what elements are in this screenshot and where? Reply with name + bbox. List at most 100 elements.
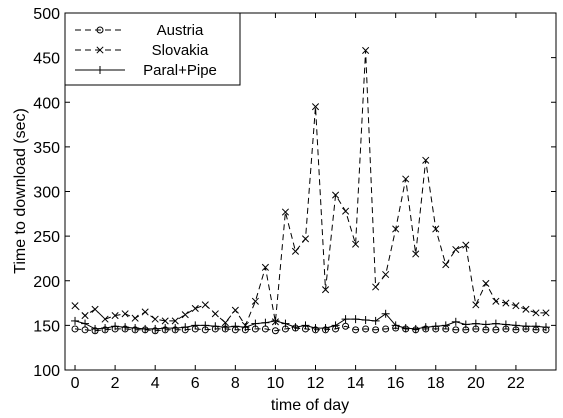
series-slovakia-point [402,175,410,183]
series-paral-pipe-point [101,324,110,333]
series-slovakia-point [462,241,470,249]
series-austria-point [271,327,279,335]
series-paral-pipe-point [321,324,330,333]
series-paral-pipe-point [241,323,250,332]
series-slovakia-point [131,314,139,322]
x-tick-label: 16 [387,375,405,392]
series-slovakia-point [101,315,109,323]
series-slovakia-point [191,304,199,312]
series-paral-pipe-point [281,319,290,328]
series-austria-line [74,325,546,332]
series-paral-pipe-point [511,321,520,330]
legend-label: Austria [157,22,204,39]
series-paral-pipe-point [381,309,390,318]
series-slovakia-point [512,302,520,310]
series-layer [71,46,550,335]
y-tick-label: 350 [33,140,60,157]
y-tick-label: 500 [33,6,60,23]
series-paral-pipe-point [491,319,500,328]
series-paral-pipe-point [471,319,480,328]
x-tick-label: 8 [231,375,240,392]
series-slovakia-point [291,247,300,255]
x-tick-label: 4 [151,375,160,392]
series-paral-pipe-point [211,322,220,331]
series-slovakia-point [161,317,169,325]
series-paral-pipe-point [91,324,100,333]
series-slovakia-point [301,235,310,243]
series-slovakia-point [542,309,550,317]
series-slovakia-point [331,191,340,199]
series-austria-point [372,326,380,334]
series-austria-point [362,325,370,333]
series-paral-pipe-point [371,316,380,325]
y-tick-label: 450 [33,51,60,68]
series-paral-pipe-point [401,324,410,333]
legend-marker [96,66,104,74]
series-slovakia-point [502,299,510,307]
series-paral-pipe-point [151,324,160,333]
series-paral-pipe-point [521,322,530,331]
series-paral-pipe-point [221,323,230,332]
series-slovakia-point [281,208,290,216]
series-slovakia-point [412,250,420,258]
series-paral-pipe-point [501,320,510,329]
series-paral-pipe-point [351,315,360,324]
series-slovakia-point [311,103,320,111]
series-paral-pipe-point [81,319,90,328]
x-axis-ticks: 0 2 4 6 8 10 12 14 16 18 20 22 [71,13,525,392]
series-paral-pipe-point [331,321,340,330]
series-austria-point [382,325,390,333]
series-slovakia-point [452,245,460,254]
series-paral-pipe-point [71,316,80,325]
series-austria-point [342,322,350,330]
series-slovakia-point [532,309,540,317]
series-paral-pipe-point [391,321,400,330]
legend-item-austria: Austria [75,22,204,39]
legend-box [64,12,241,86]
series-slovakia-point [181,311,189,319]
x-tick-label: 12 [307,375,325,392]
y-tick-label: 300 [33,185,60,202]
series-slovakia-point [362,46,370,55]
series-slovakia-point [91,305,99,313]
series-slovakia-point [392,225,400,233]
series-slovakia-point [522,305,530,313]
y-tick-label: 400 [33,95,60,112]
series-paral-pipe-point [261,318,270,327]
series-slovakia-point [492,297,500,305]
series-slovakia-point [382,270,390,279]
series-slovakia-point [221,319,229,327]
series-austria-point [71,325,79,333]
x-tick-label: 14 [347,375,365,392]
series-paral-pipe-point [441,321,450,330]
legend-marker [96,46,104,54]
x-tick-label: 0 [71,375,80,392]
x-tick-label: 6 [191,375,200,392]
series-austria-point [352,326,360,334]
series-slovakia-point [141,308,149,316]
series-slovakia-line [74,50,546,327]
series-slovakia-point [251,297,259,305]
series-paral-pipe-point [111,322,120,331]
x-axis-label: time of day [271,397,349,414]
legend-item-slovakia: Slovakia [75,42,209,59]
series-slovakia-point [352,240,360,248]
series-paral-pipe-point [251,319,260,328]
series-paral-pipe-point [301,321,310,330]
y-tick-label: 150 [33,318,60,335]
series-paral-pipe-point [431,322,440,331]
legend: Austria Slovakia Paral+Pipe [64,12,241,86]
series-slovakia-point [71,302,79,310]
series-slovakia-point [261,263,269,271]
series-paral-pipe-point [531,322,540,331]
series-paral-pipe-point [161,324,170,333]
legend-items: Austria Slovakia Paral+Pipe [75,22,217,79]
series-paral-pipe-point [231,322,240,331]
series-slovakia-point [231,306,239,314]
series-paral-pipe-point [191,321,200,330]
series-paral-pipe-point [461,320,470,329]
series-paral-pipe-point [421,323,430,332]
series-slovakia-point [422,156,430,164]
series-slovakia-point [482,279,490,287]
series-slovakia-point [321,286,330,294]
